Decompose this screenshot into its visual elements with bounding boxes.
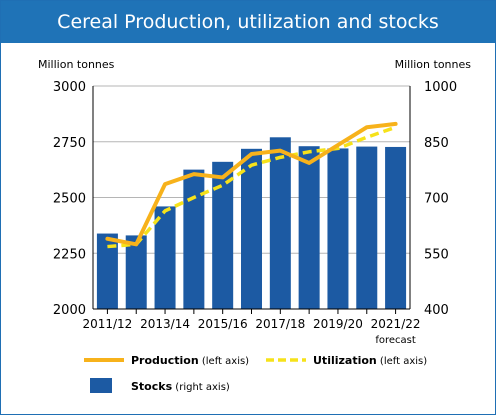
- chart-title: Cereal Production, utilization and stock…: [1, 1, 495, 43]
- left-tick-label: 2750: [53, 136, 86, 151]
- right-axis-label: Million tonnes: [395, 58, 472, 71]
- production-line: [105, 121, 398, 247]
- x-tick-label: 2017/18: [255, 317, 305, 331]
- stocks-bar: [327, 148, 349, 309]
- legend-utilization-label: Utilization (left axis): [313, 354, 427, 367]
- stocks-bar: [356, 146, 378, 309]
- x-tick-label: 2015/16: [198, 317, 248, 331]
- left-axis-label: Million tonnes: [38, 58, 115, 71]
- stocks-bar: [212, 161, 234, 309]
- x-tick-label: 2021/22: [371, 317, 421, 331]
- right-tick-label: 700: [424, 192, 449, 207]
- legend-stocks-note: (right axis): [172, 382, 230, 393]
- x-tick-label: 2011/12: [82, 317, 132, 331]
- legend-utilization-note: (left axis): [377, 356, 427, 367]
- stocks-bar: [241, 148, 262, 309]
- left-tick-label: 2500: [53, 192, 86, 207]
- stocks-bar: [154, 206, 176, 309]
- stocks-bar: [183, 169, 205, 309]
- stocks-bar: [298, 146, 320, 309]
- x-tick-label: 2019/20: [313, 317, 363, 331]
- right-tick-label: 850: [424, 136, 449, 151]
- legend-utilization-name: Utilization: [313, 354, 377, 367]
- legend-stocks-swatch: [90, 378, 112, 393]
- left-tick-label: 2250: [53, 247, 86, 262]
- right-tick-label: 1000: [424, 80, 457, 95]
- legend-production-name: Production: [131, 354, 199, 367]
- right-tick-label: 400: [424, 303, 449, 318]
- utilization-line: [107, 125, 397, 249]
- stocks-bar: [125, 235, 147, 309]
- x-note-label: forecast: [375, 335, 416, 346]
- stocks-bar: [385, 146, 407, 309]
- legend-production-note: (left axis): [199, 356, 249, 367]
- legend-production-label: Production (left axis): [131, 354, 249, 367]
- stocks-bar: [269, 137, 291, 309]
- legend-stocks-name: Stocks: [131, 380, 173, 393]
- left-tick-label: 2000: [53, 303, 86, 318]
- stocks-bar: [96, 233, 118, 309]
- x-tick-label: 2013/14: [140, 317, 190, 331]
- left-tick-label: 3000: [53, 80, 86, 95]
- right-tick-label: 550: [424, 247, 449, 262]
- legend-stocks-label: Stocks (right axis): [131, 380, 230, 393]
